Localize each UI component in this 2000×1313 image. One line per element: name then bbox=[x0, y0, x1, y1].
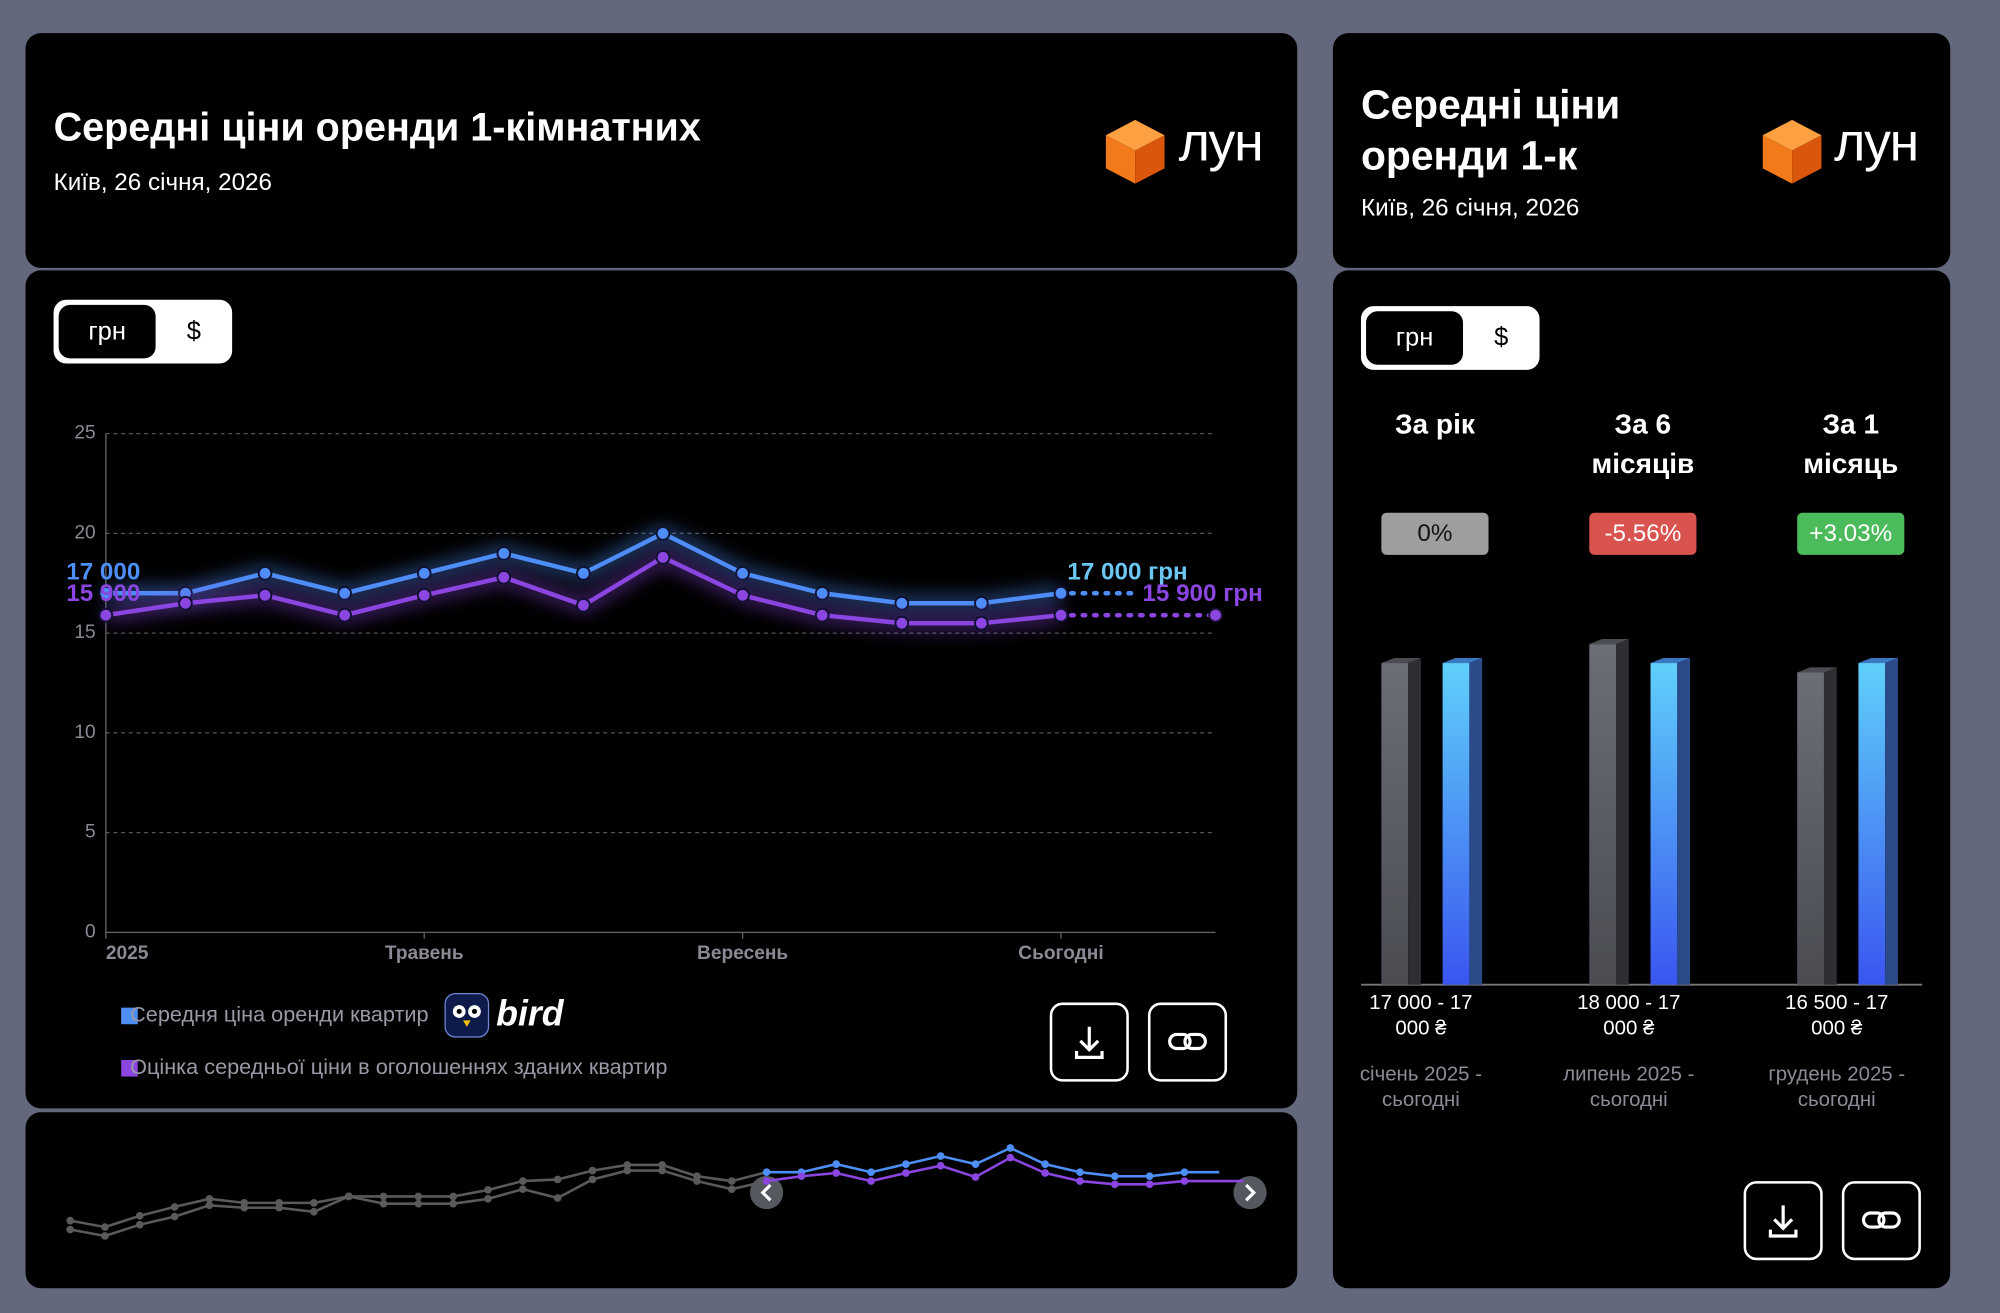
side-header-card: Середні ціни оренди 1-к Київ, 26 січня, … bbox=[1332, 33, 1951, 268]
download-button[interactable] bbox=[1743, 1181, 1823, 1261]
bird-brand: bird bbox=[496, 993, 564, 1034]
currency-toggle[interactable]: грн $ bbox=[53, 299, 233, 364]
logo-cube bbox=[1105, 119, 1165, 184]
toggle-uah[interactable]: грн bbox=[58, 304, 156, 359]
toggle-usd[interactable]: $ bbox=[186, 317, 201, 346]
side-card: грн $ За рік 0% 17 000 - 17 000 ₴ січень 20… bbox=[1332, 270, 1951, 1289]
range-label: 18 000 - 17 000 ₴ bbox=[1577, 992, 1681, 1040]
legend-entry: Оцінка середньої ціни в оголошеннях здан… bbox=[130, 1054, 668, 1080]
currency-toggle[interactable]: грн $ bbox=[1360, 306, 1540, 370]
change-badge: -5.56% bbox=[1589, 512, 1697, 555]
legend-entry: Середня ціна оренди квартир bbox=[130, 1002, 429, 1027]
period-label: січень 2025 - сьогодні bbox=[1359, 1063, 1483, 1111]
header-card: Середні ціни оренди 1-кімнатних Київ, 26… bbox=[25, 33, 1298, 268]
subtitle: Київ, 26 січня, 2026 bbox=[53, 169, 273, 197]
download-icon bbox=[1074, 1026, 1104, 1059]
download-icon bbox=[1768, 1205, 1798, 1238]
legend-swatch bbox=[121, 1059, 138, 1077]
range-label: 16 500 - 17 000 ₴ bbox=[1785, 992, 1889, 1040]
side-brand: лун bbox=[1834, 112, 1919, 173]
download-button[interactable] bbox=[1049, 1002, 1129, 1082]
toggle-uah[interactable]: грн bbox=[1366, 311, 1464, 365]
link-button[interactable] bbox=[1841, 1181, 1921, 1261]
range-label: 17 000 - 17 000 ₴ bbox=[1369, 992, 1473, 1040]
column-header: За 6 місяців bbox=[1591, 408, 1695, 480]
change-badge: 0% bbox=[1381, 512, 1489, 555]
toggle-usd[interactable]: $ bbox=[1494, 323, 1509, 353]
link-button[interactable] bbox=[1147, 1002, 1228, 1082]
period-label: липень 2025 - сьогодні bbox=[1563, 1063, 1695, 1111]
logo-cube bbox=[1762, 119, 1822, 184]
side-title: Середні ціни оренди 1-к bbox=[1360, 81, 1621, 179]
link-icon bbox=[1861, 1211, 1901, 1229]
bird-logo bbox=[444, 992, 490, 1038]
change-badge: +3.03% bbox=[1797, 512, 1905, 555]
legend-swatch bbox=[121, 1007, 138, 1025]
chart-card: грн $ Середня ціна оренди квартир Оцінка… bbox=[25, 270, 1298, 1109]
title: Середні ціни оренди 1-кімнатних bbox=[53, 104, 701, 150]
column-header: За 1 місяць bbox=[1803, 408, 1899, 480]
side-subtitle: Київ, 26 січня, 2026 bbox=[1360, 195, 1580, 222]
brand: лун bbox=[1178, 112, 1264, 173]
period-label: грудень 2025 - сьогодні bbox=[1768, 1063, 1906, 1111]
link-icon bbox=[1168, 1032, 1207, 1051]
navigator-card bbox=[25, 1112, 1298, 1289]
column-header: За рік bbox=[1394, 408, 1475, 441]
